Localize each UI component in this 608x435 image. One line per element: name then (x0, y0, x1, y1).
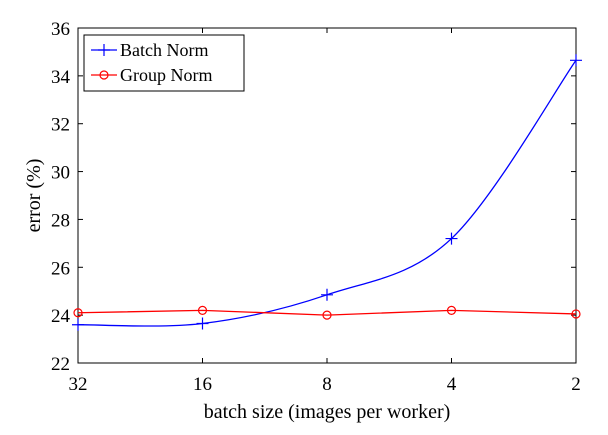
y-tick-label: 34 (51, 67, 71, 88)
data-point (196, 317, 209, 330)
data-point (321, 288, 333, 301)
data-point (570, 54, 582, 67)
legend-label: Batch Norm (120, 40, 208, 60)
y-axis: 22 24 26 28 30 32 34 36 (51, 19, 576, 375)
y-tick-label: 22 (51, 354, 70, 375)
data-point (322, 310, 332, 320)
series-layer (72, 54, 582, 331)
legend-item: Batch Norm (91, 40, 208, 60)
series-batch-norm (72, 54, 582, 331)
x-tick-label: 16 (193, 374, 212, 395)
legend-marker (99, 70, 109, 80)
x-axis-label: batch size (images per worker) (204, 401, 451, 423)
x-tick-label: 8 (322, 374, 332, 395)
data-point (445, 232, 458, 245)
series-line (77, 59, 577, 327)
legend-box (83, 34, 245, 92)
data-point (73, 308, 83, 318)
legend: Batch Norm Group Norm (83, 34, 245, 92)
legend-item: Group Norm (91, 65, 213, 85)
y-tick-label: 28 (51, 210, 70, 231)
series-line (77, 309, 577, 316)
series-group-norm (73, 305, 581, 320)
x-tick-label: 32 (69, 374, 88, 395)
x-tick-label: 4 (447, 374, 457, 395)
y-tick-label: 24 (51, 306, 71, 327)
legend-marker (98, 44, 110, 56)
y-tick-label: 32 (51, 115, 70, 136)
data-point (446, 305, 457, 315)
y-tick-label: 36 (51, 19, 70, 40)
y-tick-label: 30 (51, 163, 70, 184)
data-point (197, 305, 208, 315)
x-axis: 32 16 8 4 2 (69, 28, 581, 395)
data-point (72, 318, 84, 331)
data-point (571, 309, 581, 319)
y-tick-label: 26 (51, 258, 70, 279)
y-axis-label: error (%) (23, 159, 45, 233)
x-tick-label: 2 (571, 374, 581, 395)
legend-label: Group Norm (120, 65, 213, 85)
